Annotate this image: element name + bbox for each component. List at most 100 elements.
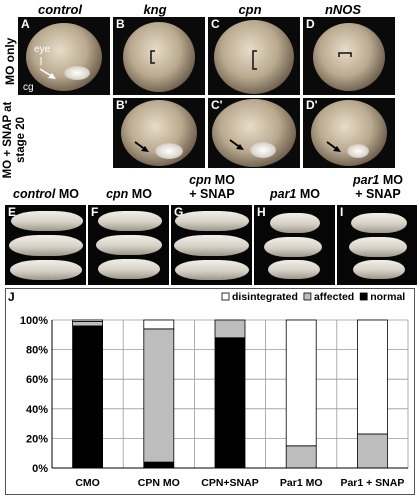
panel-d: D [303, 17, 395, 95]
bracket-icon [150, 50, 155, 64]
embryo-tailbud [98, 211, 162, 231]
embryo-tailbud [11, 211, 83, 231]
panel-letter-b-prime: B' [116, 98, 128, 112]
bar-segment-affected [72, 321, 103, 327]
legend-label-affected: affected [314, 291, 354, 303]
bottom-title-e-italic: control [13, 187, 56, 201]
y-tick-label: 20% [26, 433, 48, 445]
embryo-tailbud [96, 235, 162, 255]
panel-b: B [113, 17, 205, 95]
bar-segment-affected [143, 328, 175, 463]
arrow-icon [326, 141, 341, 152]
cement-gland [64, 66, 90, 80]
cement-gland [250, 142, 276, 158]
arrow-icon [134, 141, 149, 152]
bracket-icon [252, 50, 257, 70]
x-tick-label: Par1 MO [280, 477, 323, 489]
panel-f: F [88, 205, 169, 285]
panel-letter-j: J [8, 290, 15, 304]
panel-a: A eye cg [18, 17, 110, 95]
column-title-cpn: cpn [238, 2, 262, 17]
bottom-title-e: control MO [5, 187, 87, 201]
y-tick-label: 60% [26, 374, 48, 386]
bottom-title-h-rest: MO [296, 187, 320, 201]
embryo-tailbud [270, 213, 320, 233]
panel-e: E [5, 205, 86, 285]
arrow-icon [229, 139, 244, 150]
legend-label-disintegrated: disintegrated [232, 291, 298, 303]
embryo-tailbud [174, 235, 249, 256]
bar-segment-disintegrated [285, 319, 317, 447]
embryo-tailbud [351, 213, 407, 233]
panel-letter-c-prime: C' [211, 98, 223, 112]
embryo-tailbud [175, 260, 249, 280]
panel-h: H [254, 205, 335, 285]
bar-segment-affected [285, 445, 317, 469]
bottom-title-i: par1 MO + SNAP [337, 173, 419, 201]
annotation-eye: eye [34, 44, 51, 55]
bottom-title-f: cpn MO [88, 187, 170, 201]
bottom-title-g: cpn MO + SNAP [171, 173, 253, 201]
embryo-tailbud [10, 260, 82, 280]
embryo-head [26, 23, 102, 91]
cement-gland [347, 144, 369, 158]
column-title-kng: kng [143, 2, 167, 17]
embryo-tailbud [175, 211, 249, 231]
bottom-title-i-line2: + SNAP [355, 187, 401, 201]
embryo-tailbud [353, 260, 405, 279]
bracket-icon [338, 52, 352, 57]
panel-letter-f: F [91, 205, 99, 219]
panel-c-prime: C' [208, 98, 300, 168]
embryo-head [214, 20, 294, 94]
y-tick-label: 100% [20, 315, 48, 327]
panel-g: G [171, 205, 252, 285]
legend-swatch-normal [359, 292, 368, 301]
legend-swatch-affected [303, 292, 312, 301]
panel-letter-i: I [340, 205, 344, 219]
embryo-tailbud [268, 260, 320, 279]
panel-b-prime: B' [113, 98, 205, 168]
bar-segment-affected [356, 433, 388, 469]
bottom-title-f-italic: cpn [106, 187, 129, 201]
bar-segment-normal [143, 461, 175, 469]
bottom-title-h-italic: par1 [269, 187, 297, 201]
panel-c: C [208, 17, 300, 95]
bottom-title-i-italic: par1 [352, 173, 380, 187]
bottom-title-g-line2: + SNAP [189, 187, 235, 201]
y-tick-label: 80% [26, 345, 48, 357]
panel-letter-b: B [116, 17, 125, 31]
bottom-title-e-rest: MO [55, 187, 79, 201]
embryo-tailbud [9, 235, 83, 256]
embryo-tailbud [264, 237, 322, 257]
column-title-nnos: nNOS [324, 2, 362, 17]
arrow-icon [39, 57, 56, 79]
panel-letter-d: D [306, 17, 315, 31]
bar-segment-disintegrated [143, 319, 175, 330]
legend-label-normal: normal [370, 291, 405, 303]
panel-d-prime: D' [303, 98, 395, 168]
embryo-head [123, 22, 195, 92]
embryo-head [313, 23, 385, 91]
embryo-tailbud [349, 237, 407, 257]
panel-letter-a: A [21, 17, 30, 31]
bar-segment-affected [214, 319, 246, 339]
legend-swatch-disintegrated [221, 292, 230, 301]
x-tick-label: Par1 + SNAP [340, 477, 404, 489]
bottom-title-h: par1 MO [254, 187, 336, 201]
bottom-title-g-italic: cpn [189, 173, 212, 187]
cement-gland [155, 143, 183, 159]
column-title-control: control [37, 2, 83, 17]
bottom-title-g-rest: MO [211, 173, 235, 187]
bar-segment-normal [214, 337, 246, 469]
bar-segment-disintegrated [72, 319, 103, 322]
panel-letter-d-prime: D' [306, 98, 318, 112]
embryo-tailbud [98, 259, 160, 279]
panel-i: I [337, 205, 417, 285]
panel-letter-c: C [211, 17, 220, 31]
panel-letter-h: H [257, 205, 266, 219]
y-tick-label: 40% [26, 404, 48, 416]
bar-segment-normal [72, 325, 103, 469]
x-tick-label: CPN+SNAP [201, 477, 258, 489]
annotation-cg: cg [23, 82, 34, 93]
